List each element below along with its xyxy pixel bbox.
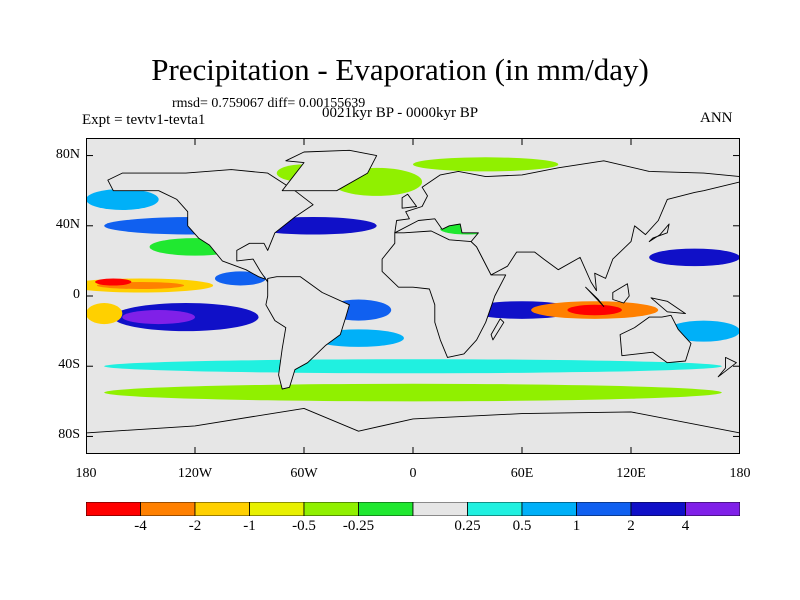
lat-tick-label: 80N: [55, 146, 80, 162]
field-patch: [649, 248, 740, 267]
colorbar-label: 0.25: [454, 518, 481, 534]
lon-tick-label: 180: [75, 466, 97, 481]
stats-label: rmsd= 0.759067 diff= 0.00155639: [172, 96, 366, 111]
field-patch: [95, 278, 132, 286]
coastline: [107, 169, 314, 283]
field-patch: [413, 157, 559, 172]
coastline: [401, 193, 418, 209]
lon-tick-label: 60W: [290, 466, 318, 481]
field-layer: [86, 149, 740, 454]
lat-tick-label: 80S: [58, 427, 80, 443]
map-plot: [86, 138, 740, 454]
field-patch: [214, 271, 266, 286]
field-patch: [104, 383, 722, 402]
lat-tick-label: 40N: [55, 216, 80, 232]
colorbar-box: [140, 502, 196, 516]
colorbar-label: -0.25: [342, 518, 375, 534]
colorbar-label: -4: [134, 518, 147, 534]
coastline: [648, 223, 670, 243]
lon-tick-label: 0: [409, 466, 417, 481]
coastline: [650, 297, 686, 315]
field-patch: [104, 359, 722, 374]
colorbar-label: -1: [243, 518, 256, 534]
colorbar-label: 1: [572, 518, 581, 534]
colorbar-label: 0.5: [512, 518, 532, 534]
season-label: ANN: [700, 110, 733, 126]
coastline: [281, 149, 378, 192]
colorbar-label: 2: [627, 518, 635, 534]
chart-title: Precipitation - Evaporation (in mm/day): [151, 52, 649, 87]
colorbar-box: [194, 502, 250, 516]
coastline: [86, 407, 740, 454]
lon-tick-label: 60E: [510, 466, 534, 481]
colorbar-label: 4: [681, 518, 690, 534]
experiment-label: Expt = tevtv1-tevta1: [82, 112, 206, 128]
field-patch: [86, 188, 159, 210]
lon-tick-label: 180: [729, 466, 751, 481]
colorbar-box: [86, 502, 141, 516]
colorbar-label: -0.5: [292, 518, 316, 534]
coastline: [490, 318, 505, 341]
colorbar-box: [358, 502, 414, 516]
lon-tick-label: 120E: [616, 466, 646, 481]
field-patch: [86, 303, 123, 325]
coastline: [717, 356, 737, 378]
field-patch: [567, 304, 622, 316]
coastline: [394, 160, 740, 292]
colorbar-box: [303, 502, 359, 516]
coastline: [265, 276, 350, 390]
lat-tick-label: 0: [73, 287, 80, 302]
colorbar: [86, 502, 740, 516]
colorbar-box: [576, 502, 632, 516]
colorbar-label: -2: [188, 518, 202, 534]
lat-tick-label: 40S: [58, 357, 80, 373]
coastline: [585, 286, 605, 307]
coastline: [612, 283, 630, 304]
colorbar-box: [521, 502, 577, 516]
coastline: [619, 314, 692, 364]
colorbar-box: [412, 502, 468, 516]
colorbar-box: [249, 502, 305, 516]
colorbar-box: [685, 502, 740, 516]
field-patch: [122, 310, 195, 325]
period-label: 0021kyr BP - 0000kyr BP: [322, 105, 479, 121]
colorbar-box: [630, 502, 686, 516]
colorbar-box: [467, 502, 523, 516]
field-patch: [667, 320, 740, 342]
lon-tick-label: 120W: [177, 466, 213, 481]
coastline: [381, 230, 507, 358]
